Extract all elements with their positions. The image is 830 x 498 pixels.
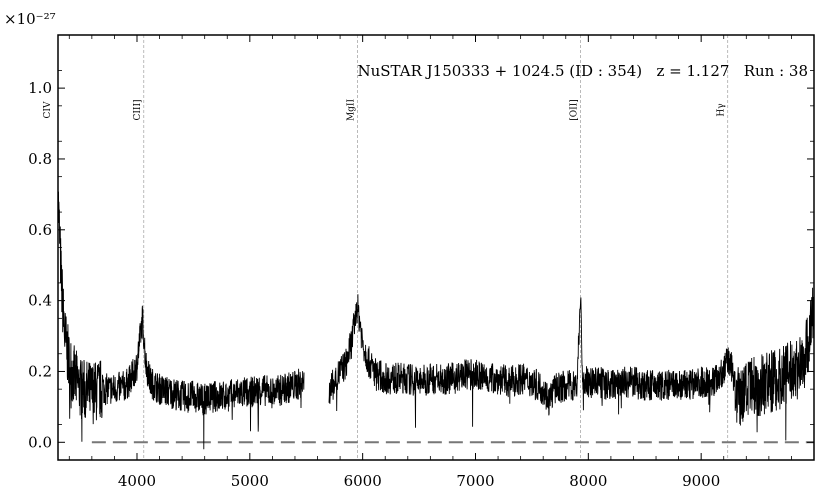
spectrum-series [57,191,815,450]
y-tick-label: 1.0 [28,79,52,97]
x-tick-label: 8000 [569,472,607,490]
emission-line-markers: CIV CIII] MgII [OII] Hγ [43,35,729,460]
x-tick-label: 5000 [231,472,269,490]
x-tick-label: 9000 [682,472,720,490]
spectrum-line [57,191,815,450]
emission-line-label: MgII [347,99,357,122]
x-tick-label: 4000 [118,472,156,490]
y-tick-label: 0.8 [28,150,52,168]
emission-line-label: Hγ [717,103,727,116]
y-exponent-label: ×10⁻²⁷ [4,10,56,28]
y-tick-label: 0.6 [28,221,52,239]
emission-line-label: CIV [43,101,53,118]
y-tick-label: 0.2 [28,362,52,380]
x-tick-label: 6000 [344,472,382,490]
chart-title: NuSTAR J150333 + 1024.5 (ID : 354) z = 1… [358,62,809,80]
emission-line-label: [OII] [569,99,579,121]
y-tick-label: 0.4 [28,292,52,310]
x-tick-label: 7000 [456,472,494,490]
axis-ticks: 4000 5000 6000 7000 8000 9000 0.0 0.2 0.4 0.6 0.8 1… [28,35,814,490]
y-tick-label: 0.0 [28,433,52,451]
emission-line-label: CIII] [133,99,143,120]
